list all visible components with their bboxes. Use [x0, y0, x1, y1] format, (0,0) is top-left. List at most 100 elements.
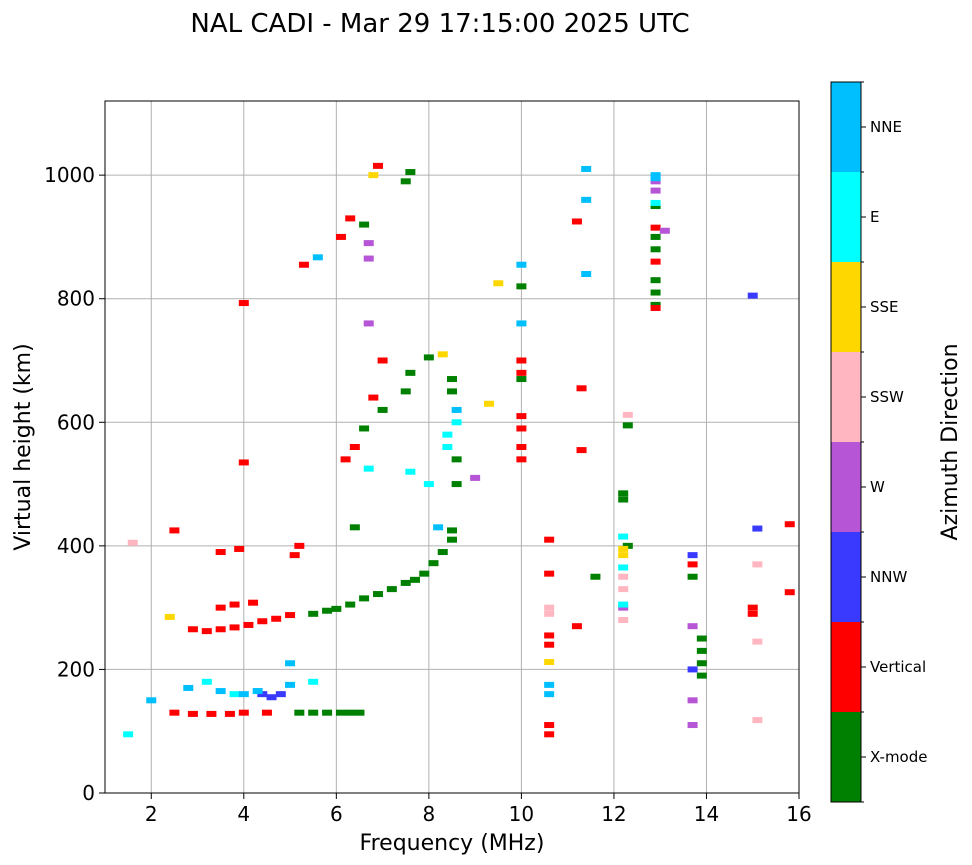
data-point — [516, 456, 527, 463]
data-point — [363, 320, 374, 327]
x-axis-title: Frequency (MHz) — [360, 831, 545, 856]
series-sse — [164, 172, 629, 666]
data-point — [650, 258, 661, 265]
data-point — [252, 688, 263, 695]
data-point — [183, 684, 194, 691]
data-point — [470, 474, 481, 481]
data-point — [271, 615, 282, 622]
data-point — [544, 659, 555, 666]
data-point — [451, 456, 462, 463]
data-point — [571, 623, 582, 630]
data-point — [169, 709, 180, 716]
data-point — [359, 221, 370, 228]
data-point — [581, 271, 592, 277]
data-point — [650, 187, 661, 194]
data-point — [187, 710, 198, 717]
data-point — [447, 388, 457, 395]
data-point — [516, 425, 527, 432]
data-point — [169, 527, 180, 534]
colorbar-label: Vertical — [870, 658, 926, 676]
data-point — [349, 444, 360, 450]
data-point — [312, 254, 323, 261]
colorbar-label: X-mode — [870, 748, 927, 766]
data-point — [224, 710, 235, 717]
data-point — [622, 411, 633, 418]
data-point — [442, 444, 453, 450]
data-point — [622, 542, 633, 549]
data-point — [285, 660, 296, 667]
x-tick-label: 10 — [509, 802, 534, 826]
data-point — [372, 162, 383, 169]
data-point — [650, 304, 661, 311]
series-x-mode — [294, 169, 707, 716]
x-tick-label: 4 — [237, 802, 250, 826]
data-point — [516, 357, 527, 364]
series-e — [123, 199, 661, 738]
colorbar-segment — [831, 82, 861, 172]
data-point — [447, 376, 457, 383]
data-point — [687, 666, 698, 673]
data-point — [752, 561, 763, 568]
data-point — [544, 536, 555, 543]
y-tick-label: 600 — [57, 410, 95, 434]
y-axis: 0 200 400 600 800 1000 — [44, 163, 105, 805]
data-point — [650, 172, 661, 179]
data-point — [581, 165, 592, 172]
data-point — [618, 573, 629, 580]
data-point — [581, 196, 592, 203]
data-point — [544, 641, 555, 648]
data-point — [696, 672, 707, 679]
colorbar: X-mode Vertical NNW W SSW SSE E NNE — [830, 81, 927, 803]
data-point — [349, 524, 360, 531]
data-point — [164, 613, 175, 620]
data-point — [127, 539, 138, 546]
colorbar-title: Azimuth Direction — [938, 343, 963, 540]
data-point — [243, 621, 254, 628]
data-point — [784, 521, 795, 528]
data-point — [447, 536, 457, 543]
data-point — [650, 301, 661, 308]
series-w — [363, 178, 698, 729]
data-point — [229, 601, 240, 608]
series-ssw — [127, 411, 763, 724]
data-point — [544, 731, 555, 738]
data-point — [363, 465, 374, 472]
data-point — [451, 481, 462, 488]
data-point — [266, 694, 277, 701]
y-tick-label: 200 — [57, 657, 95, 681]
data-point — [650, 175, 661, 182]
data-point — [405, 169, 416, 176]
data-point — [400, 178, 411, 185]
data-point — [377, 406, 388, 413]
colorbar-label: W — [870, 478, 885, 496]
data-point — [308, 709, 319, 716]
data-point — [248, 599, 259, 606]
data-point — [405, 369, 416, 376]
data-point — [618, 601, 629, 608]
y-tick-label: 1000 — [44, 163, 95, 187]
data-point — [345, 215, 356, 222]
data-point — [752, 525, 763, 532]
data-point — [747, 610, 758, 617]
data-point — [419, 570, 430, 577]
data-point — [784, 589, 795, 596]
data-point — [363, 240, 374, 247]
y-axis-title: Virtual height (km) — [11, 343, 36, 550]
data-point — [650, 289, 661, 296]
data-point — [618, 496, 629, 503]
data-point — [146, 697, 157, 704]
y-tick-label: 800 — [57, 287, 95, 311]
data-point — [687, 573, 698, 580]
data-point — [294, 709, 305, 716]
data-point — [215, 626, 226, 633]
data-point — [571, 218, 582, 225]
colorbar-segment — [831, 622, 861, 712]
data-point — [544, 570, 555, 577]
data-point — [516, 444, 527, 450]
colorbar-segment — [831, 532, 861, 622]
colorbar-label: NNW — [870, 568, 907, 586]
data-point — [516, 320, 527, 327]
data-point — [257, 691, 268, 698]
data-point — [409, 576, 420, 583]
